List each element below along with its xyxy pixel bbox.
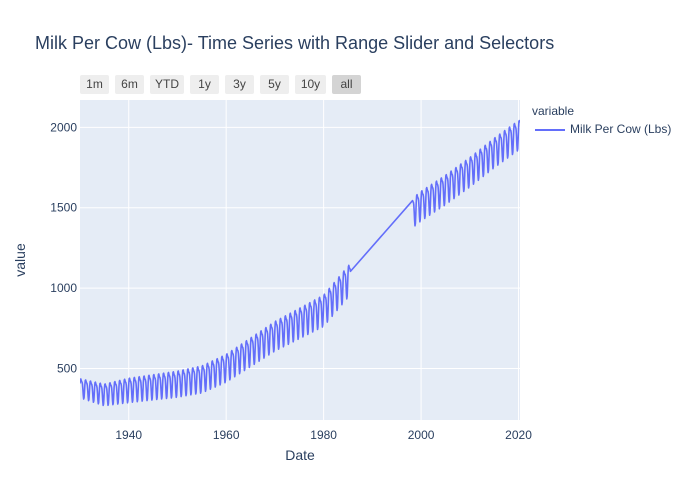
- range-button-1m[interactable]: 1m: [80, 75, 109, 94]
- x-tick-label: 1940: [115, 428, 142, 442]
- range-button-1y[interactable]: 1y: [190, 75, 219, 94]
- range-button-5y[interactable]: 5y: [260, 75, 289, 94]
- legend-title: variable: [532, 104, 575, 118]
- chart-title: Milk Per Cow (Lbs)- Time Series with Ran…: [35, 33, 555, 53]
- x-tick-label: 2020: [505, 428, 532, 442]
- tick-labels: 1940 1960 1980 2000 2020 500 1000 1500 2000: [50, 120, 532, 442]
- legend-swatch: [535, 129, 565, 131]
- y-tick-label: 1000: [50, 281, 77, 295]
- series-line-milk-per-cow: [80, 119, 520, 407]
- range-button-ytd[interactable]: YTD: [150, 75, 184, 94]
- y-tick-label: 500: [57, 362, 77, 376]
- y-tick-label: 1500: [50, 201, 77, 215]
- x-tick-label: 2000: [408, 428, 435, 442]
- range-button-10y[interactable]: 10y: [295, 75, 326, 94]
- range-button-6m[interactable]: 6m: [115, 75, 144, 94]
- x-tick-label: 1960: [213, 428, 240, 442]
- x-axis-label: Date: [285, 447, 315, 463]
- range-button-all[interactable]: all: [332, 75, 361, 94]
- legend-label: Milk Per Cow (Lbs): [570, 122, 672, 136]
- y-tick-label: 2000: [50, 120, 77, 134]
- y-axis-label: value: [12, 243, 28, 277]
- x-tick-label: 1980: [310, 428, 337, 442]
- plot-background: [80, 100, 520, 420]
- range-button-3y[interactable]: 3y: [225, 75, 254, 94]
- series-lines: [80, 119, 520, 407]
